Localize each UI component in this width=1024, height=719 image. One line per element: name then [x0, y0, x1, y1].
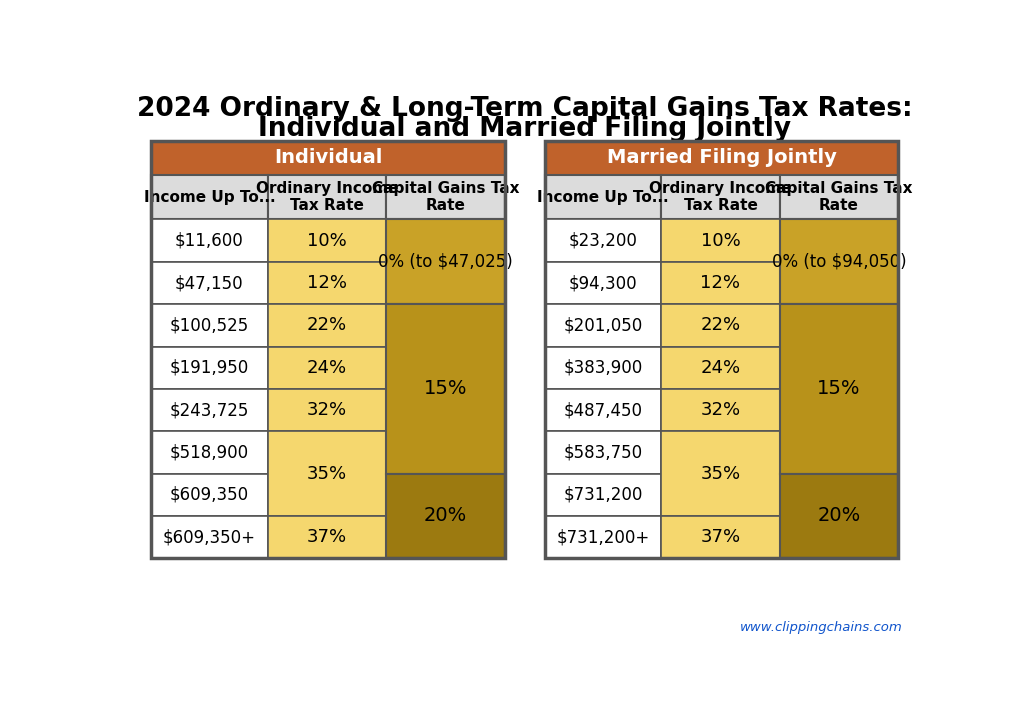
Text: $731,200: $731,200	[563, 486, 643, 504]
Text: $609,350+: $609,350+	[163, 528, 256, 546]
Bar	[386, 474, 505, 558]
Text: Individual and Married Filing Jointly: Individual and Married Filing Jointly	[258, 116, 792, 142]
Bar	[545, 141, 898, 558]
Bar	[152, 474, 267, 516]
Text: Ordinary Income
Tax Rate: Ordinary Income Tax Rate	[256, 181, 398, 214]
Bar	[545, 175, 662, 219]
Bar	[152, 141, 505, 558]
Bar	[267, 175, 386, 219]
Text: 22%: 22%	[700, 316, 740, 334]
Text: $583,750: $583,750	[563, 444, 643, 462]
Bar	[545, 389, 662, 431]
Text: 20%: 20%	[424, 506, 467, 526]
Text: Ordinary Income
Tax Rate: Ordinary Income Tax Rate	[649, 181, 792, 214]
Bar	[267, 347, 386, 389]
Text: Income Up To...: Income Up To...	[538, 190, 669, 205]
Text: Individual: Individual	[273, 148, 382, 168]
Bar	[662, 304, 779, 347]
Bar	[779, 219, 898, 304]
Bar	[545, 262, 662, 304]
Text: Capital Gains Tax
Rate: Capital Gains Tax Rate	[372, 181, 519, 214]
Bar	[152, 219, 267, 262]
Text: 37%: 37%	[700, 528, 740, 546]
Bar	[152, 175, 267, 219]
Bar	[545, 431, 662, 474]
Bar	[152, 431, 267, 474]
Bar	[662, 219, 779, 262]
Text: 12%: 12%	[307, 274, 347, 292]
Text: www.clippingchains.com: www.clippingchains.com	[740, 620, 903, 633]
Bar	[545, 141, 898, 175]
Text: $47,150: $47,150	[175, 274, 244, 292]
Bar	[662, 389, 779, 431]
Bar	[662, 516, 779, 558]
Text: $201,050: $201,050	[563, 316, 643, 334]
Text: 37%: 37%	[307, 528, 347, 546]
Bar	[152, 262, 267, 304]
Text: 15%: 15%	[424, 380, 467, 398]
Text: $100,525: $100,525	[170, 316, 249, 334]
Text: 12%: 12%	[700, 274, 740, 292]
Bar	[386, 175, 505, 219]
Text: Capital Gains Tax
Rate: Capital Gains Tax Rate	[765, 181, 912, 214]
Text: 24%: 24%	[700, 359, 740, 377]
Bar	[267, 389, 386, 431]
Text: 15%: 15%	[817, 380, 861, 398]
Text: Income Up To...: Income Up To...	[143, 190, 275, 205]
Bar	[779, 175, 898, 219]
Text: $94,300: $94,300	[568, 274, 637, 292]
Text: 32%: 32%	[700, 401, 740, 419]
Text: $383,900: $383,900	[563, 359, 643, 377]
Bar	[152, 304, 267, 347]
Bar	[386, 219, 505, 304]
Text: $191,950: $191,950	[170, 359, 249, 377]
Bar	[779, 474, 898, 558]
Text: 35%: 35%	[700, 464, 740, 482]
Bar	[545, 474, 662, 516]
Bar	[267, 516, 386, 558]
Bar	[662, 262, 779, 304]
Bar	[545, 304, 662, 347]
Text: 10%: 10%	[307, 232, 347, 249]
Bar	[267, 431, 386, 516]
Bar	[152, 347, 267, 389]
Text: Married Filing Jointly: Married Filing Jointly	[606, 148, 837, 168]
Bar	[152, 389, 267, 431]
Bar	[545, 219, 662, 262]
Text: 24%: 24%	[307, 359, 347, 377]
Text: $243,725: $243,725	[170, 401, 249, 419]
Text: 2024 Ordinary & Long-Term Capital Gains Tax Rates:: 2024 Ordinary & Long-Term Capital Gains …	[137, 96, 912, 122]
Text: 0% (to $94,050): 0% (to $94,050)	[772, 253, 906, 271]
Bar	[662, 431, 779, 516]
Bar	[545, 516, 662, 558]
Text: $11,600: $11,600	[175, 232, 244, 249]
Text: $731,200+: $731,200+	[556, 528, 649, 546]
Bar	[152, 516, 267, 558]
Bar	[267, 219, 386, 262]
Text: 10%: 10%	[700, 232, 740, 249]
Text: $23,200: $23,200	[568, 232, 638, 249]
Bar	[545, 347, 662, 389]
Bar	[662, 347, 779, 389]
Bar	[267, 262, 386, 304]
Text: 32%: 32%	[307, 401, 347, 419]
Bar	[386, 304, 505, 474]
Bar	[267, 304, 386, 347]
Bar	[779, 304, 898, 474]
Text: 22%: 22%	[307, 316, 347, 334]
Text: $518,900: $518,900	[170, 444, 249, 462]
Bar	[662, 175, 779, 219]
Text: 20%: 20%	[817, 506, 861, 526]
Text: $609,350: $609,350	[170, 486, 249, 504]
Text: 0% (to $47,025): 0% (to $47,025)	[378, 253, 513, 271]
Text: 35%: 35%	[307, 464, 347, 482]
Bar	[152, 141, 505, 175]
Text: $487,450: $487,450	[563, 401, 643, 419]
